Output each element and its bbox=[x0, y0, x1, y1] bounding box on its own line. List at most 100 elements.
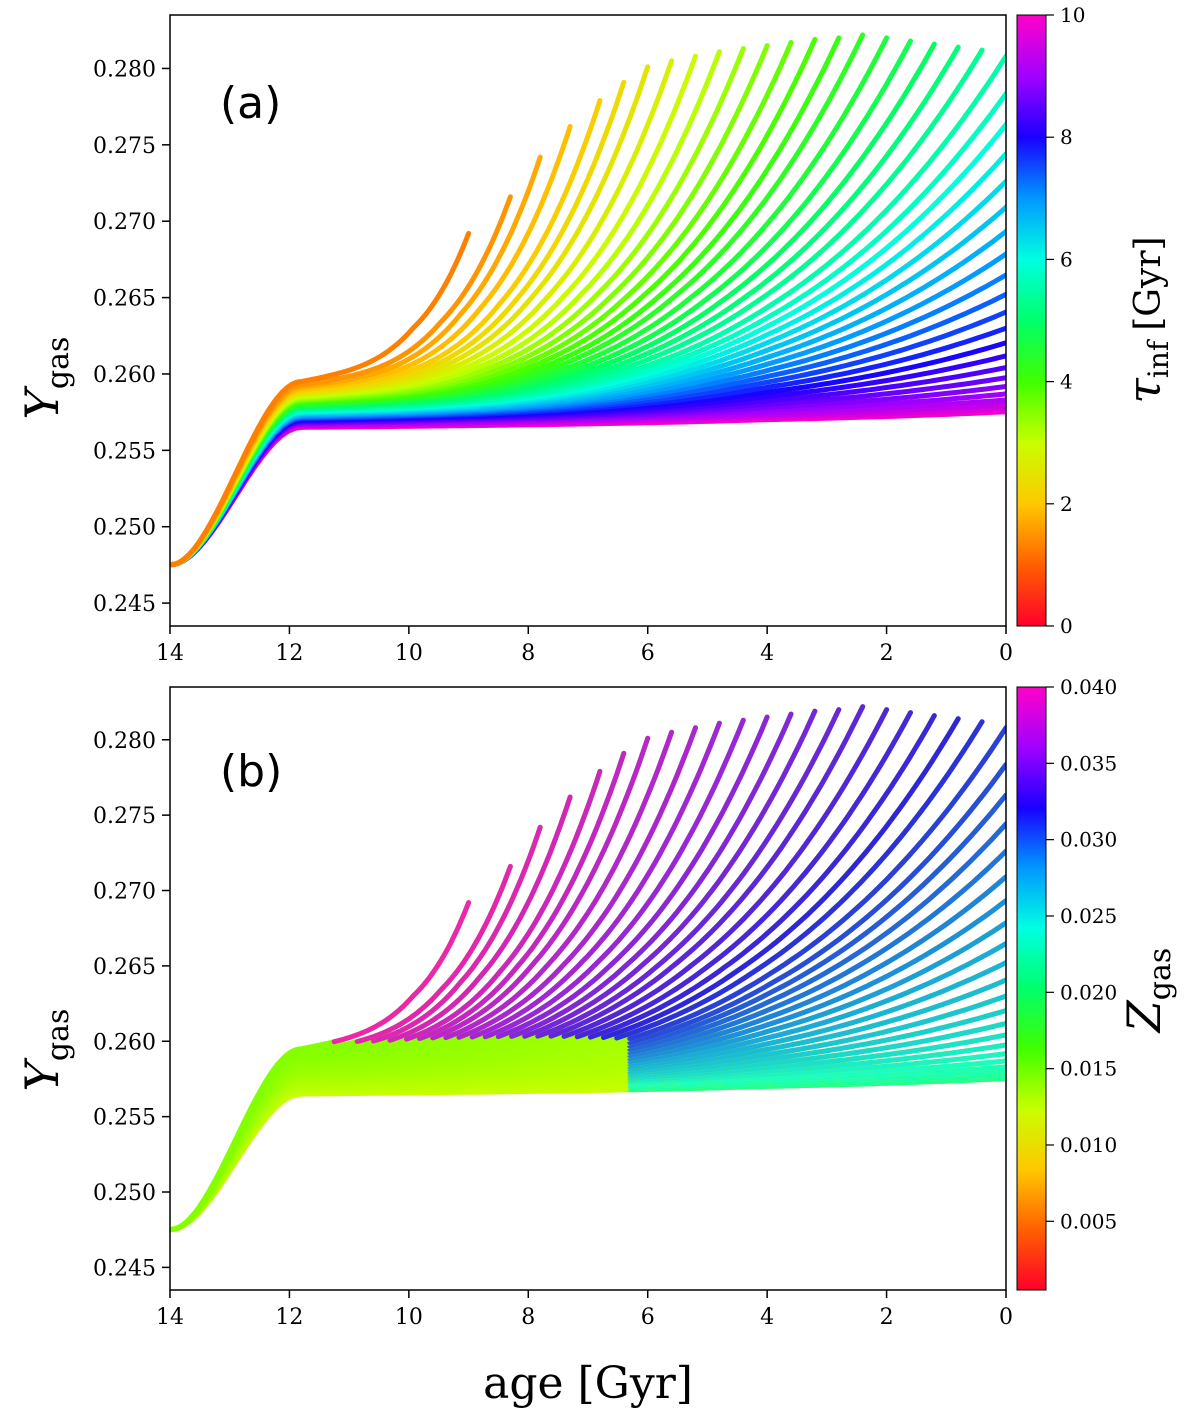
x-tick-label: 12 bbox=[275, 641, 303, 666]
track-line-tail bbox=[627, 848, 1006, 1056]
panel-b-colorbar bbox=[1016, 686, 1047, 1291]
colorbar-tick-label: 10 bbox=[1060, 3, 1085, 27]
y-tick-label: 0.245 bbox=[93, 592, 156, 617]
track-line-tail bbox=[627, 941, 1006, 1067]
colorbar-tick-label: 6 bbox=[1060, 247, 1073, 271]
track-line-tail bbox=[627, 960, 1006, 1070]
panel-b-frame bbox=[169, 686, 1007, 1291]
colorbar-tick-label: 0.005 bbox=[1060, 1209, 1117, 1233]
track-line-tail bbox=[509, 711, 794, 1039]
y-tick-label: 0.275 bbox=[93, 804, 156, 829]
y-tick-label: 0.280 bbox=[93, 57, 156, 82]
track-line-tail bbox=[627, 920, 1006, 1065]
panel-a-label: (a) bbox=[220, 78, 281, 129]
colorbar-tick-label: 0.010 bbox=[1060, 1133, 1117, 1157]
x-tick-label: 8 bbox=[521, 1305, 535, 1330]
colorbar-tick-label: 0.040 bbox=[1060, 675, 1117, 699]
colorbar-tick-label: 4 bbox=[1060, 370, 1073, 394]
track-line-tail bbox=[627, 977, 1006, 1072]
x-tick-label: 6 bbox=[641, 641, 655, 666]
track-line-tail bbox=[614, 719, 985, 1041]
track-line bbox=[170, 309, 1006, 568]
colorbar-tick-label: 0.020 bbox=[1060, 980, 1117, 1004]
track-line-tail bbox=[456, 725, 698, 1040]
track-line-tail bbox=[371, 824, 543, 1044]
y-tick-label: 0.260 bbox=[93, 1030, 156, 1055]
track-line bbox=[170, 1072, 1006, 1233]
panel-b: 14 12 10 8 6 4 2 0 0.245 0.250 0.255 0.260 0.265 0.27… bbox=[15, 675, 1178, 1330]
colorbar-tick-label: 0.030 bbox=[1060, 828, 1117, 852]
x-tick-label: 14 bbox=[156, 641, 184, 666]
x-tick-label: 2 bbox=[880, 1305, 894, 1330]
x-tick-label: 0 bbox=[999, 1305, 1013, 1330]
colorbar-tick-label: 0.015 bbox=[1060, 1057, 1117, 1081]
x-tick-label: 6 bbox=[641, 1305, 655, 1330]
track-line-tail bbox=[627, 874, 1006, 1059]
track-line-tail bbox=[627, 725, 1006, 1042]
track-line-tail bbox=[627, 1008, 1006, 1077]
track-line-tail bbox=[627, 1021, 1006, 1079]
panel-b-colorbar-ticks: 0.005 0.010 0.015 0.020 0.025 0.030 0.035 0.040 bbox=[1046, 675, 1117, 1233]
track-line bbox=[170, 408, 1006, 568]
x-tick-label: 10 bbox=[395, 1305, 423, 1330]
track-line-tail bbox=[482, 717, 746, 1040]
track-line bbox=[170, 725, 698, 1233]
track-line-tail bbox=[587, 713, 937, 1040]
track-line-tail bbox=[522, 708, 818, 1039]
y-tick-label: 0.245 bbox=[93, 1256, 156, 1281]
y-tick-label: 0.270 bbox=[93, 880, 156, 905]
colorbar-tick-label: 0 bbox=[1060, 614, 1073, 638]
panel-a: 14 12 10 8 6 4 2 0 0.245 0.250 0.255 0.260 0.265 0.27… bbox=[15, 3, 1175, 666]
track-line-tail bbox=[561, 707, 890, 1039]
panel-a-ticks: 14 12 10 8 6 4 2 0 0.245 0.250 0.255 0.260 0.265 0.27… bbox=[93, 57, 1013, 666]
colorbar-tick-label: 0.025 bbox=[1060, 904, 1117, 928]
colorbar-tick-label: 0.035 bbox=[1060, 751, 1117, 775]
x-tick-label: 4 bbox=[760, 1305, 774, 1330]
colorbar-tick-label: 8 bbox=[1060, 125, 1073, 149]
track-line-tail bbox=[627, 792, 1006, 1049]
panel-a-frame bbox=[169, 14, 1007, 627]
track-line bbox=[170, 230, 472, 568]
track-line bbox=[170, 1074, 1006, 1233]
x-tick-label: 10 bbox=[395, 641, 423, 666]
track-line-tail bbox=[627, 993, 1006, 1075]
track-line bbox=[170, 405, 1006, 568]
panel-a-colorbar-ticks: 0 2 4 6 8 10 bbox=[1046, 3, 1085, 638]
track-line-tail bbox=[469, 720, 722, 1040]
track-line bbox=[170, 409, 1006, 568]
panel-a-tracks bbox=[170, 32, 1006, 568]
track-line-tail bbox=[627, 1032, 1006, 1081]
track-line-tail bbox=[627, 898, 1006, 1062]
x-tick-label: 12 bbox=[275, 1305, 303, 1330]
panel-b-tracks bbox=[170, 704, 1006, 1233]
track-line bbox=[170, 713, 937, 1233]
track-line-tail bbox=[574, 710, 913, 1040]
x-axis-label: age [Gyr] bbox=[483, 1358, 693, 1409]
y-tick-label: 0.265 bbox=[93, 955, 156, 980]
y-tick-label: 0.270 bbox=[93, 210, 156, 235]
track-line bbox=[170, 41, 937, 568]
track-line-tail bbox=[354, 863, 513, 1044]
x-tick-label: 2 bbox=[880, 641, 894, 666]
y-tick-label: 0.250 bbox=[93, 516, 156, 541]
colorbar-tick-label: 2 bbox=[1060, 492, 1073, 516]
track-line-tail bbox=[535, 707, 842, 1039]
track-line bbox=[170, 53, 698, 568]
track-line-tail bbox=[387, 794, 573, 1043]
y-tick-label: 0.275 bbox=[93, 134, 156, 159]
panel-b-ticks: 14 12 10 8 6 4 2 0 0.245 0.250 0.255 0.260 0.265 0.27… bbox=[93, 729, 1013, 1330]
panel-b-ylabel: Ygas bbox=[15, 1009, 76, 1092]
y-tick-label: 0.280 bbox=[93, 729, 156, 754]
y-tick-label: 0.255 bbox=[93, 439, 156, 464]
track-line-tail bbox=[627, 821, 1006, 1052]
track-line bbox=[170, 720, 722, 1233]
x-tick-label: 4 bbox=[760, 641, 774, 666]
y-tick-label: 0.265 bbox=[93, 287, 156, 312]
panel-a-colorbar-label: τinf[Gyr] bbox=[1117, 236, 1175, 403]
panel-a-ylabel: Ygas bbox=[15, 337, 76, 420]
track-line-tail bbox=[331, 900, 472, 1045]
track-line-tail bbox=[601, 716, 961, 1040]
track-line-tail bbox=[443, 729, 675, 1041]
y-tick-label: 0.250 bbox=[93, 1181, 156, 1206]
